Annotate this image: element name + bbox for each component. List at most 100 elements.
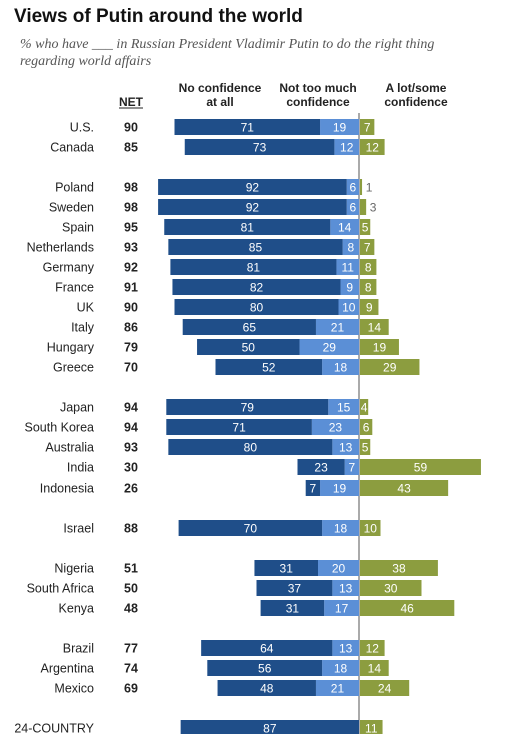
not-too-much-header: Not too much bbox=[279, 81, 356, 95]
net-value: 69 bbox=[124, 682, 138, 696]
not-too-much-bar bbox=[322, 520, 359, 536]
a-lot-some-bar bbox=[360, 179, 363, 195]
country-label: Japan bbox=[60, 401, 94, 415]
not-too-much-bar bbox=[299, 339, 359, 355]
country-label: Hungary bbox=[47, 341, 95, 355]
not-too-much-bar bbox=[315, 319, 359, 335]
not-too-much-value: 15 bbox=[337, 401, 351, 415]
not-too-much-bar bbox=[311, 419, 359, 435]
a-lot-some-value: 11 bbox=[365, 722, 378, 734]
net-value: 79 bbox=[124, 341, 138, 355]
a-lot-some-bar bbox=[360, 419, 373, 435]
a-lot-some-bar bbox=[360, 439, 371, 455]
a-lot-some-header: confidence bbox=[384, 95, 448, 109]
a-lot-some-bar bbox=[360, 480, 449, 496]
not-too-much-value: 14 bbox=[338, 221, 352, 235]
net-value: 91 bbox=[124, 281, 138, 295]
a-lot-some-value: 14 bbox=[368, 321, 382, 335]
not-too-much-value: 6 bbox=[350, 181, 357, 195]
not-too-much-bar bbox=[336, 259, 359, 275]
net-value: 93 bbox=[124, 241, 138, 255]
not-too-much-value: 17 bbox=[335, 602, 349, 616]
not-too-much-value: 11 bbox=[341, 261, 354, 275]
a-lot-some-bar bbox=[360, 219, 371, 235]
no-confidence-bar bbox=[254, 560, 318, 576]
a-lot-some-bar bbox=[360, 259, 377, 275]
no-confidence-bar bbox=[174, 119, 321, 135]
net-value: 88 bbox=[124, 522, 138, 536]
net-value: 95 bbox=[124, 221, 138, 235]
a-lot-some-bar bbox=[360, 359, 420, 375]
not-too-much-bar bbox=[322, 359, 359, 375]
a-lot-some-bar bbox=[360, 459, 481, 475]
country-label: Italy bbox=[71, 321, 95, 335]
a-lot-some-bar bbox=[360, 279, 377, 295]
no-confidence-bar bbox=[164, 219, 331, 235]
country-label: Poland bbox=[55, 181, 94, 195]
a-lot-some-header: A lot/some bbox=[386, 81, 447, 95]
not-too-much-value: 13 bbox=[339, 642, 353, 656]
a-lot-some-value: 9 bbox=[366, 301, 373, 315]
not-too-much-bar bbox=[318, 560, 359, 576]
no-confidence-bar bbox=[180, 720, 359, 734]
chart-title: Views of Putin around the world bbox=[14, 6, 303, 27]
a-lot-some-value: 7 bbox=[364, 121, 371, 135]
net-value: 98 bbox=[124, 201, 138, 215]
not-too-much-value: 29 bbox=[323, 341, 337, 355]
not-too-much-value: 6 bbox=[350, 201, 357, 215]
a-lot-some-value: 14 bbox=[368, 662, 382, 676]
country-label: Netherlands bbox=[27, 241, 94, 255]
country-label: Indonesia bbox=[40, 482, 94, 496]
country-label: Greece bbox=[53, 361, 94, 375]
no-confidence-bar bbox=[260, 600, 325, 616]
no-confidence-bar bbox=[215, 359, 323, 375]
country-label: South Africa bbox=[27, 582, 94, 596]
no-confidence-value: 81 bbox=[247, 261, 261, 275]
a-lot-some-bar bbox=[360, 239, 375, 255]
country-label: Sweden bbox=[49, 201, 94, 215]
net-value: 74 bbox=[124, 662, 138, 676]
a-lot-some-bar bbox=[360, 560, 438, 576]
net-value: 92 bbox=[124, 261, 138, 275]
no-confidence-value: 71 bbox=[241, 121, 255, 135]
not-too-much-bar bbox=[344, 459, 359, 475]
a-lot-some-value: 5 bbox=[362, 221, 369, 235]
net-value: 94 bbox=[124, 401, 138, 415]
no-confidence-bar bbox=[158, 199, 347, 215]
a-lot-some-bar bbox=[360, 339, 399, 355]
no-confidence-bar bbox=[174, 299, 339, 315]
not-too-much-bar bbox=[346, 179, 359, 195]
no-confidence-bar bbox=[166, 399, 329, 415]
a-lot-some-bar bbox=[360, 660, 389, 676]
not-too-much-bar bbox=[346, 199, 359, 215]
a-lot-some-value: 8 bbox=[365, 281, 372, 295]
not-too-much-value: 18 bbox=[334, 361, 348, 375]
a-lot-some-value: 29 bbox=[383, 361, 397, 375]
not-too-much-bar bbox=[332, 580, 359, 596]
country-label: Nigeria bbox=[54, 562, 94, 576]
a-lot-some-bar bbox=[360, 520, 381, 536]
net-value: 93 bbox=[124, 441, 138, 455]
not-too-much-value: 19 bbox=[333, 482, 347, 496]
not-too-much-bar bbox=[332, 439, 359, 455]
no-confidence-bar bbox=[170, 259, 337, 275]
a-lot-some-value: 43 bbox=[397, 482, 411, 496]
net-value: 70 bbox=[124, 361, 138, 375]
no-confidence-value: 70 bbox=[244, 522, 258, 536]
no-confidence-value: 82 bbox=[250, 281, 264, 295]
no-confidence-bar bbox=[178, 520, 323, 536]
net-value: 85 bbox=[124, 141, 138, 155]
net-value: 50 bbox=[124, 582, 138, 596]
country-label: France bbox=[55, 281, 94, 295]
country-label: Canada bbox=[50, 141, 94, 155]
no-confidence-value: 7 bbox=[310, 482, 317, 496]
no-confidence-value: 85 bbox=[249, 241, 263, 255]
country-label: Argentina bbox=[40, 662, 94, 676]
country-label: Spain bbox=[62, 221, 94, 235]
country-label: UK bbox=[77, 301, 95, 315]
not-too-much-value: 13 bbox=[339, 441, 353, 455]
no-confidence-bar bbox=[305, 480, 321, 496]
a-lot-some-value: 5 bbox=[362, 441, 369, 455]
not-too-much-value: 23 bbox=[329, 421, 343, 435]
